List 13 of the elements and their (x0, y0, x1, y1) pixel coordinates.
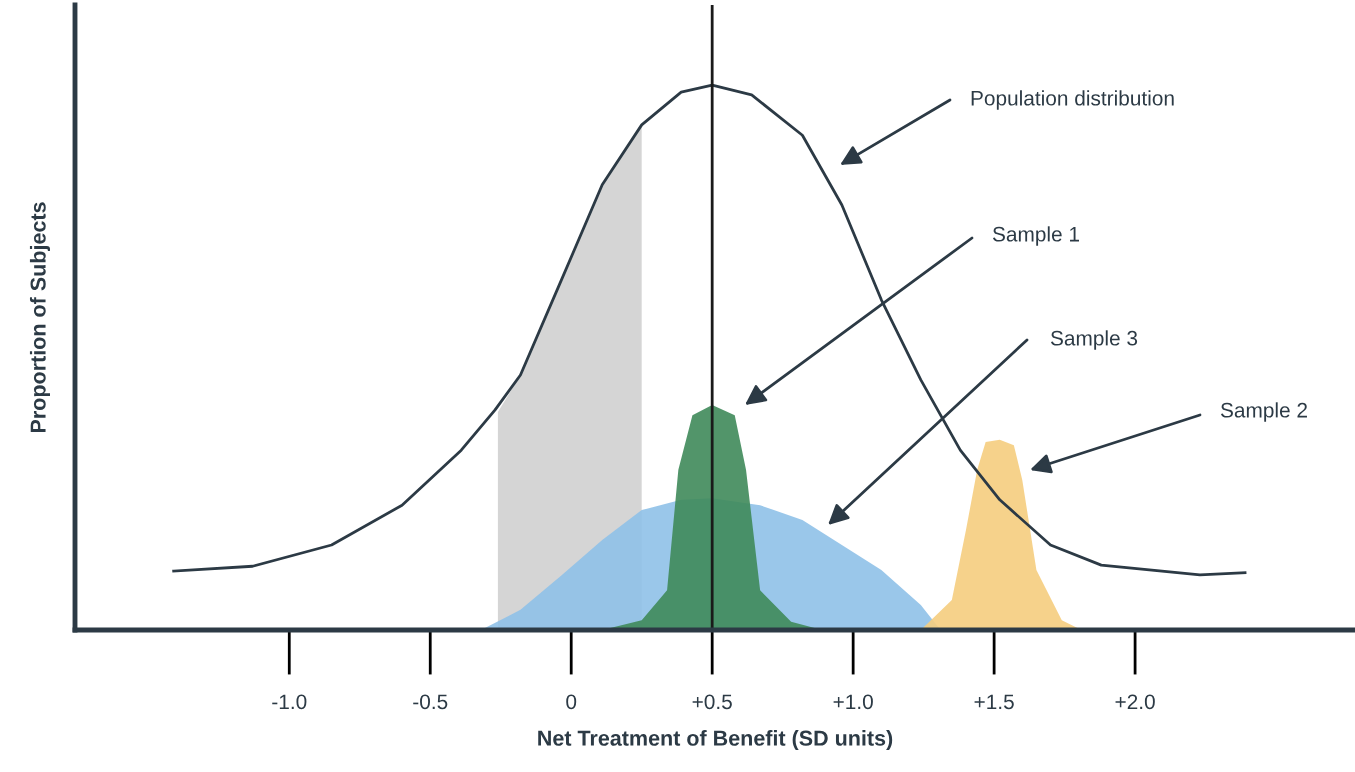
x-tick-label: +1.0 (833, 694, 873, 710)
x-tick-label: -1.0 (272, 694, 307, 710)
x-axis-title: Net Treatment of Benefit (SD units) (538, 729, 893, 751)
annotation: Population distribution (971, 90, 1174, 110)
y-axis-title: Proportion of Subjects (29, 202, 50, 433)
x-tick-label: -0.5 (413, 694, 448, 710)
x-tick-label: 0 (566, 694, 577, 710)
annotation: Sample 2 (1220, 402, 1307, 422)
x-tick-label: +2.0 (1115, 694, 1155, 710)
annotation: Sample 1 (992, 226, 1079, 246)
x-tick-label: +1.5 (974, 694, 1014, 710)
x-tick-label: +0.5 (692, 694, 732, 710)
annotation: Sample 3 (1050, 330, 1138, 350)
